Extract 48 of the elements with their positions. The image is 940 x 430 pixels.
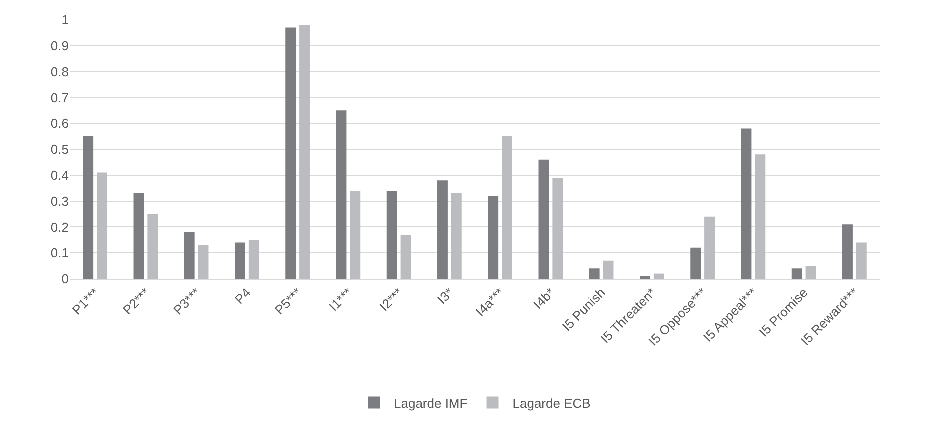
y-tick-label: 0.7: [50, 90, 69, 106]
bar: [842, 224, 853, 279]
bar: [603, 260, 614, 279]
legend-label: Lagarde IMF: [394, 396, 468, 411]
y-tick-label: 0.2: [50, 220, 69, 235]
bar: [386, 190, 398, 279]
x-tick-label: I3*: [434, 285, 456, 308]
bar: [300, 25, 310, 279]
y-tick-label: 0.5: [50, 142, 69, 158]
bar: [856, 242, 867, 279]
bar: [235, 242, 246, 279]
x-tick-label: I4b*: [530, 285, 558, 312]
bar: [488, 196, 499, 279]
bar: [741, 128, 752, 279]
bar: [148, 214, 158, 279]
bar: [198, 245, 209, 279]
y-tick-label: 0.6: [50, 116, 69, 132]
bar: [806, 266, 816, 279]
bar: [400, 234, 412, 279]
bar: [589, 268, 600, 279]
bar: [438, 180, 448, 279]
bar: [755, 154, 766, 279]
bar: [83, 136, 94, 279]
y-tick-label: 0.9: [50, 38, 69, 54]
bar: [97, 172, 108, 279]
bar: [134, 194, 144, 279]
y-tick-label: 0.8: [50, 64, 69, 80]
bar: [184, 232, 195, 279]
bar: [640, 276, 650, 279]
y-tick-label: 0.1: [50, 246, 69, 261]
bar: [451, 194, 462, 279]
bar: [336, 110, 347, 279]
bar: [350, 190, 361, 279]
legend-label: Lagarde ECB: [512, 396, 591, 411]
y-tick-label: 0.3: [50, 194, 69, 209]
bar: [248, 240, 260, 279]
bar: [654, 274, 664, 279]
x-tick-label: P4: [232, 285, 254, 308]
bar: [792, 268, 802, 279]
bar: [538, 160, 550, 279]
y-tick-label: 0.4: [50, 168, 69, 183]
bar: [704, 216, 715, 279]
bar: [552, 178, 564, 279]
y-tick-label: 1: [62, 12, 69, 28]
bar: [286, 28, 296, 279]
bar: [502, 136, 512, 279]
y-tick-label: 0: [62, 272, 69, 287]
bar: [690, 248, 702, 279]
